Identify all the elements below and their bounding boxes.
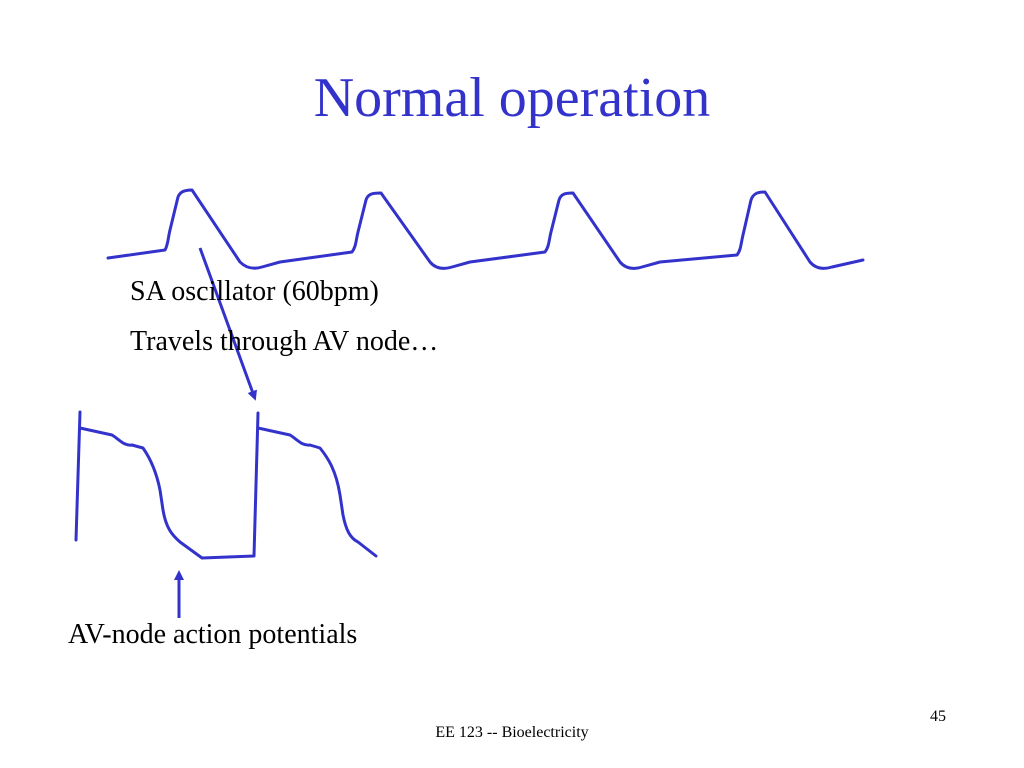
travels-label: Travels through AV node… — [130, 326, 439, 357]
sa-oscillator-trace — [106, 188, 865, 270]
av-node-label: AV-node action potentials — [68, 619, 358, 650]
footer-course: EE 123 -- Bioelectricity — [435, 724, 589, 741]
slide-title: Normal operation — [313, 67, 711, 129]
av-node-trace — [74, 410, 378, 560]
sa-oscillator-label: SA oscillator (60bpm) — [130, 276, 379, 307]
slide-number: 45 — [930, 708, 946, 725]
propagation-arrow — [198, 247, 257, 401]
